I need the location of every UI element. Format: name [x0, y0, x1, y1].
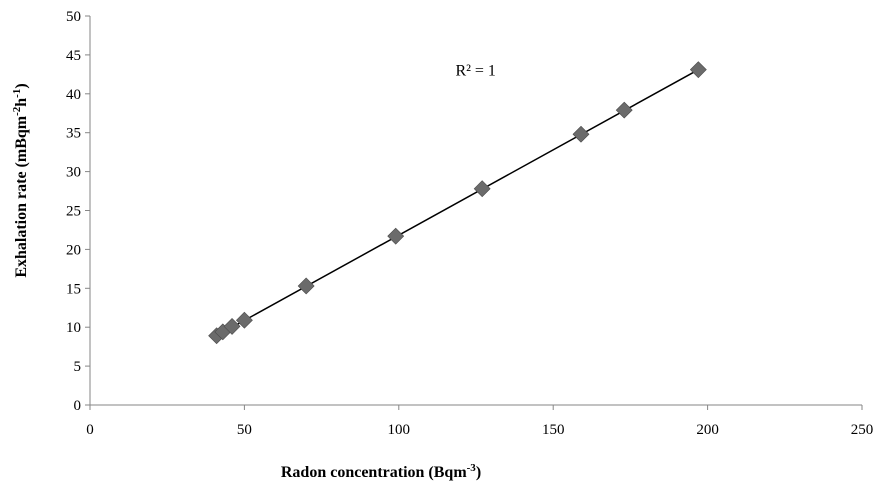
y-tick-label: 35: [66, 126, 81, 142]
y-tick-label: 15: [66, 281, 81, 297]
x-tick-label: 150: [542, 422, 565, 438]
trendline-group: [216, 69, 699, 337]
y-tick-label: 40: [66, 87, 81, 103]
data-point: [387, 227, 405, 245]
data-point: [572, 125, 590, 143]
data-point: [223, 317, 241, 335]
x-axis-title-sup: -3: [467, 462, 477, 474]
y-tick-label: 0: [74, 398, 82, 414]
x-tick-label: 0: [86, 422, 94, 438]
y-axis-title-mid: h: [13, 98, 30, 107]
y-tick-label: 30: [66, 165, 81, 181]
x-axis-title-end: ): [476, 464, 481, 481]
r-squared-annotation: R² = 1: [455, 62, 496, 79]
data-point: [689, 61, 707, 79]
y-tick-label: 45: [66, 48, 81, 64]
y-axis-title-sup1: -2: [11, 106, 23, 116]
linear-trendline: [216, 69, 699, 337]
data-point: [615, 101, 633, 119]
y-axis: 0 5 10 15 20 25 30 35 40 45 50: [66, 9, 91, 414]
y-tick-label: 20: [66, 242, 81, 258]
x-axis-title-main: Radon concentration (Bqm: [281, 464, 467, 481]
y-tick-label: 50: [66, 9, 81, 25]
data-point: [473, 180, 491, 198]
y-axis-title-sup2: -1: [11, 89, 23, 98]
data-point: [297, 277, 315, 295]
x-tick-label: 200: [696, 422, 719, 438]
x-tick-label: 250: [851, 422, 874, 438]
y-axis-title: Exhalation rate (mBqm-2h-1): [11, 83, 30, 277]
y-axis-title-end: ): [13, 83, 30, 88]
x-axis-title: Radon concentration (Bqm-3): [281, 462, 481, 481]
x-tick-label: 100: [388, 422, 411, 438]
y-tick-label: 25: [66, 204, 81, 220]
x-tick-label: 50: [237, 422, 252, 438]
y-tick-label: 5: [74, 359, 82, 375]
data-point: [235, 311, 253, 329]
x-axis: 0 50 100 150 200 250: [86, 404, 874, 438]
y-tick-label: 10: [66, 320, 81, 336]
y-axis-title-main: Exhalation rate (mBqm: [13, 115, 30, 277]
data-points: [208, 61, 707, 345]
